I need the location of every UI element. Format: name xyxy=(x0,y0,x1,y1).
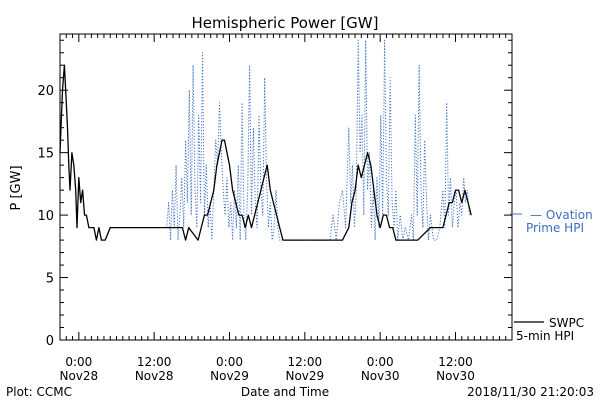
timestamp: 2018/11/30 21:20:03 xyxy=(467,385,594,399)
legend-label-ovation-line2: Prime HPI xyxy=(526,221,584,235)
plot-credit: Plot: CCMC xyxy=(6,385,72,399)
plot-frame xyxy=(59,33,513,341)
x-tick-time-label: 12:00 xyxy=(438,355,473,369)
x-axis-label: Date and Time xyxy=(241,385,329,399)
chart-title: Hemispheric Power [GW] xyxy=(192,14,379,32)
x-axis: 0:00Nov2812:00Nov280:00Nov2912:00Nov290:… xyxy=(59,34,513,383)
series-layer xyxy=(59,39,472,241)
y-tick-label: 5 xyxy=(46,272,54,287)
y-tick-label: 0 xyxy=(46,334,54,349)
x-tick-date-label: Nov30 xyxy=(361,369,400,383)
x-tick-date-label: Nov29 xyxy=(210,369,249,383)
x-tick-date-label: Nov30 xyxy=(436,369,475,383)
y-axis: 0 5 10 15 20 xyxy=(37,39,512,349)
x-tick-time-label: 0:00 xyxy=(216,355,243,369)
x-tick-time-label: 12:00 xyxy=(288,355,323,369)
y-tick-label: 15 xyxy=(37,147,54,162)
y-axis-label: P [GW] xyxy=(9,165,24,210)
series-line-swpc xyxy=(59,64,472,241)
legend-label-swpc-line1: SWPC xyxy=(549,316,584,330)
legend-label-ovation-line1: — Ovation xyxy=(530,208,593,222)
x-tick-date-label: Nov28 xyxy=(135,369,174,383)
x-tick-date-label: Nov29 xyxy=(285,369,324,383)
y-tick-label: 20 xyxy=(37,84,54,99)
x-tick-time-label: 0:00 xyxy=(65,355,92,369)
y-tick-label: 10 xyxy=(37,209,54,224)
series-line-ovation xyxy=(166,39,472,241)
x-tick-time-label: 12:00 xyxy=(137,355,172,369)
legend-label-swpc-line2: 5-min HPI xyxy=(516,329,574,343)
x-tick-time-label: 0:00 xyxy=(367,355,394,369)
x-tick-date-label: Nov28 xyxy=(59,369,98,383)
